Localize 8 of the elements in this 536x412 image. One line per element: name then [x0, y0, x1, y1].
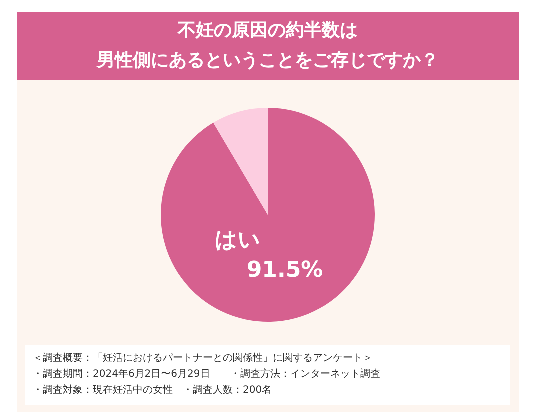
text: ・調査期間：2024年6月2日〜6月29日 ・調査方法：インターネット調査 [33, 368, 380, 380]
chart-title: 不妊の原因の約半数は男性側にあるということをご存じですか？ [96, 20, 439, 71]
pie-slice [161, 108, 375, 322]
text: ＜調査概要：「妊活におけるパートナーとの関係性」に関するアンケート＞ [33, 352, 373, 364]
slice-label: はい [215, 228, 261, 253]
text: ・調査対象：現在妊活中の女性 ・調査人数：200名 [33, 384, 272, 396]
pie-slice [214, 108, 268, 215]
data-label: 91.5% [246, 258, 324, 283]
